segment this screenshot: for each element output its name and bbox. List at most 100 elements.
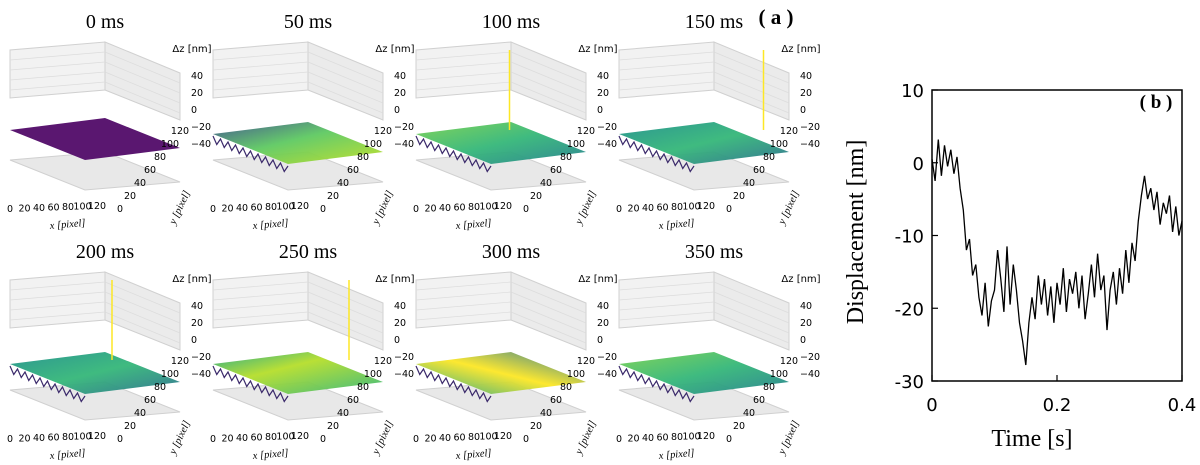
x-tick-label: 80 <box>62 202 74 213</box>
z-tick-label: 40 <box>597 71 609 82</box>
z-tick-label: 0 <box>394 335 400 346</box>
z-axis-label: Δz [nm] <box>578 44 617 55</box>
z-tick-label: 40 <box>394 301 406 312</box>
surface-mesh <box>10 352 180 394</box>
y-tick-label: 0 <box>523 204 529 215</box>
z-tick-label: 20 <box>191 88 203 99</box>
time-label: 250 ms <box>279 241 338 263</box>
x-tick-label: 0 <box>7 204 13 215</box>
surface-edge-noise <box>415 365 492 403</box>
y-tick-label: 0 <box>726 434 732 445</box>
displacement-series-line <box>931 139 1183 366</box>
y-tick-label: 60 <box>753 395 765 406</box>
y-tick-label: 20 <box>530 191 542 202</box>
z-tick-label: −20 <box>191 122 211 133</box>
x-tick-label: 120 <box>697 201 715 212</box>
z-axis-label: Δz [nm] <box>781 44 820 55</box>
plot-frame <box>931 89 1183 382</box>
z-tick-label: −20 <box>597 122 617 133</box>
z-tick-label: 20 <box>191 318 203 329</box>
x-tick-label: 40 <box>236 203 248 214</box>
y-tick-label: 40 <box>743 408 755 419</box>
x-tick-label: 100 <box>479 432 497 443</box>
z-tick-label: 0 <box>800 105 806 116</box>
y-axis-label: y [pixel] <box>573 189 599 227</box>
time-label: 150 ms <box>685 11 744 33</box>
x-tick-label: 40 <box>642 203 654 214</box>
x-tick-label: 80 <box>468 202 480 213</box>
back-pane-right <box>104 271 181 351</box>
y-tick-label: 40 <box>540 408 552 419</box>
z-tick-label: 20 <box>597 318 609 329</box>
z-tick-label: 40 <box>394 71 406 82</box>
x-tick-label: 120 <box>494 201 512 212</box>
y-tick-label: 100 <box>161 139 179 150</box>
x-tick-label: 120 <box>697 431 715 442</box>
z-tick-label: −20 <box>394 352 414 363</box>
y-tick-label: 40 <box>337 408 349 419</box>
z-tick-label: 0 <box>597 105 603 116</box>
z-tick-label: 20 <box>394 318 406 329</box>
x-axis-label: x [pixel] <box>454 218 492 232</box>
x-tick-label: 0.2 <box>1043 395 1072 416</box>
y-tick-label: 60 <box>347 395 359 406</box>
x-tick-label: 100 <box>73 432 91 443</box>
surface-edge-noise <box>618 365 695 403</box>
x-tick-label: 100 <box>276 202 294 213</box>
x-tick-label: 0 <box>413 434 419 445</box>
y-axis-label: y [pixel] <box>776 419 802 457</box>
panel-a-label: ( a ) <box>759 5 794 29</box>
y-tick-label: 80 <box>154 382 166 393</box>
y-tick-label: 20 <box>124 191 136 202</box>
y-axis-label: y [pixel] <box>370 189 396 227</box>
back-pane-right <box>307 41 384 121</box>
back-pane-left <box>415 41 512 99</box>
x-tick-label: 40 <box>439 203 451 214</box>
x-tick-label: 40 <box>439 433 451 444</box>
y-tick-label: 100 <box>770 139 788 150</box>
back-pane-right <box>307 271 384 351</box>
y-tick-label: 80 <box>560 152 572 163</box>
z-axis-label: Δz [nm] <box>172 274 211 285</box>
surface-mesh <box>10 118 180 160</box>
x-tick-label: 60 <box>47 433 59 444</box>
x-tick-label: 40 <box>642 433 654 444</box>
y-tick-label: 80 <box>357 152 369 163</box>
y-tick-label: 80 <box>154 152 166 163</box>
y-tick-label: 20 <box>124 421 136 432</box>
x-tick-label: 20 <box>221 434 233 445</box>
back-pane-left <box>212 41 309 99</box>
x-tick-label: 120 <box>291 201 309 212</box>
y-tick-label: 60 <box>550 395 562 406</box>
y-tick-label: 60 <box>144 165 156 176</box>
z-axis-label: Δz [nm] <box>375 44 414 55</box>
z-tick-label: −20 <box>800 122 820 133</box>
x-tick-label: 0 <box>7 434 13 445</box>
y-tick-label: 80 <box>357 382 369 393</box>
y-tick-label: 120 <box>780 126 798 137</box>
y-tick-label: -30 <box>895 372 924 393</box>
surface-mesh <box>619 352 789 394</box>
surface-mesh <box>416 122 586 164</box>
x-tick-label: 80 <box>265 432 277 443</box>
y-tick-label: 120 <box>171 126 189 137</box>
y-tick-label: 100 <box>567 139 585 150</box>
y-tick-label: 60 <box>144 395 156 406</box>
y-tick-label: 10 <box>901 81 924 102</box>
y-tick-label: 0 <box>726 204 732 215</box>
z-tick-label: −20 <box>394 122 414 133</box>
time-label: 50 ms <box>284 11 333 33</box>
back-pane-right <box>510 41 587 121</box>
back-pane-left <box>618 41 715 99</box>
surface-mesh <box>213 352 383 394</box>
y-axis-label: y [pixel] <box>167 189 193 227</box>
x-tick-label: 80 <box>265 202 277 213</box>
z-tick-label: 20 <box>597 88 609 99</box>
y-tick-label: 40 <box>337 178 349 189</box>
x-tick-label: 40 <box>33 433 45 444</box>
